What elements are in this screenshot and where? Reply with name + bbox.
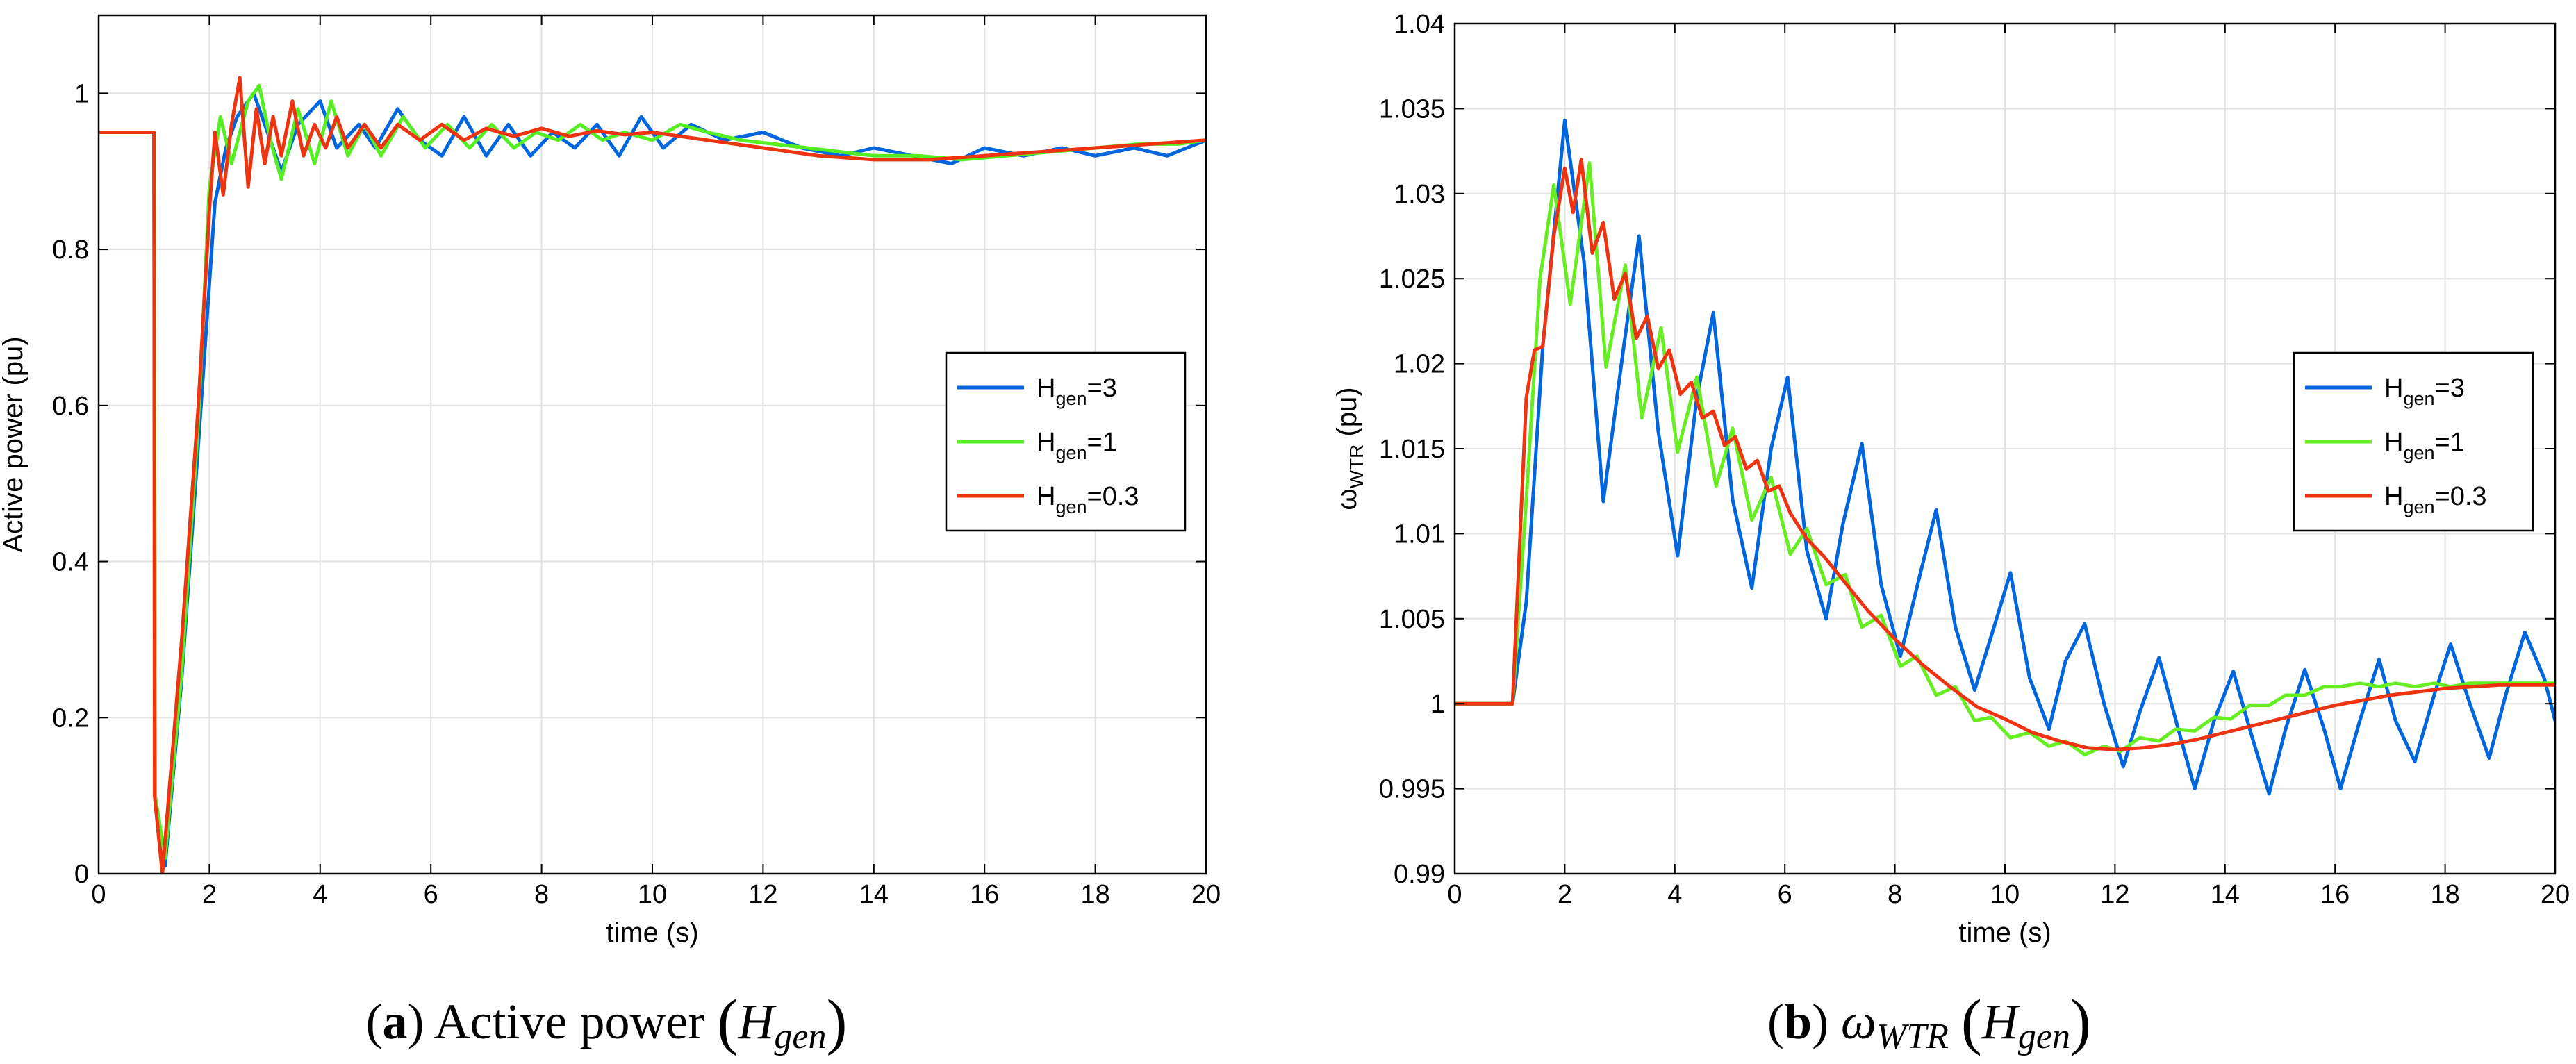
y-tick-label: 0.995 [1379, 775, 1445, 804]
x-tick-label: 2 [202, 880, 217, 909]
x-tick-label: 0 [91, 880, 106, 909]
caption-a-subscript: gen [774, 1017, 827, 1056]
series-line-2 [99, 83, 1206, 860]
y-tick-label: 1.01 [1394, 519, 1445, 549]
y-tick-label: 0 [74, 860, 89, 889]
y-tick-label: 1.005 [1379, 605, 1445, 634]
x-tick-label: 14 [859, 880, 889, 909]
grid [1455, 24, 2555, 874]
x-tick-label: 10 [638, 880, 667, 909]
x-tick-label: 6 [1778, 880, 1792, 909]
chart-panel-a: 0 2 4 6 8 10 12 14 16 18 20 0 0.2 0.4 0.6 0.8 1 time (s) A… [0, 14, 1221, 948]
y-tick-label: 1 [74, 79, 89, 108]
legend-label-1: Hgen=3 [2384, 374, 2465, 409]
x-tick-label: 20 [1191, 880, 1221, 909]
series-group [99, 76, 1206, 874]
series-line-2 [1455, 161, 2555, 757]
series-line-3 [1455, 158, 2555, 751]
y-tick-label: 0.6 [52, 392, 89, 421]
caption-b: (b) ωWTR (Hgen) [1767, 988, 2091, 1056]
caption-b-symbol-main: ω [1841, 994, 1876, 1049]
x-tick-label: 4 [1667, 880, 1682, 909]
y-tick-label: 1.02 [1394, 350, 1445, 379]
caption-a-symbol: H [738, 994, 775, 1049]
ticks: 0 2 4 6 8 10 12 14 16 18 20 0.99 0.995 1 1.005 1.01 1.01… [1379, 10, 2570, 909]
chart-panel-b: 0 2 4 6 8 10 12 14 16 18 20 0.99 0.995 1 1.005 1.01 1.01… [1332, 10, 2570, 948]
legend-label-2: Hgen=1 [1037, 428, 1117, 463]
y-tick-label: 0.2 [52, 704, 89, 733]
x-axis-label: time (s) [606, 917, 698, 948]
x-tick-label: 8 [534, 880, 549, 909]
caption-b-symbol: H [1981, 994, 2018, 1049]
legend: Hgen=3 Hgen=1 Hgen=0.3 [945, 351, 1187, 532]
series-group [1455, 119, 2555, 796]
x-tick-label: 8 [1888, 880, 1902, 909]
y-tick-label: 1 [1430, 690, 1445, 719]
x-tick-label: 16 [2320, 880, 2350, 909]
x-tick-label: 12 [2100, 880, 2129, 909]
y-tick-label: 1.035 [1379, 94, 1445, 124]
x-tick-label: 6 [424, 880, 438, 909]
y-tick-label: 0.99 [1394, 860, 1445, 889]
x-axis-label: time (s) [1958, 917, 2051, 948]
legend: Hgen=3 Hgen=1 Hgen=0.3 [2293, 351, 2534, 532]
x-tick-label: 20 [2541, 880, 2570, 909]
x-tick-label: 18 [2430, 880, 2459, 909]
y-tick-label: 1.015 [1379, 435, 1445, 464]
legend-label-3: Hgen=0.3 [2384, 482, 2487, 517]
caption-b-tag: b [1784, 994, 1813, 1049]
caption-a-text: Active power [434, 994, 705, 1049]
y-tick-label: 0.4 [52, 548, 89, 577]
series-line-1 [1455, 119, 2555, 796]
caption-a-tag: a [382, 994, 408, 1049]
x-tick-label: 4 [313, 880, 327, 909]
y-tick-label: 1.04 [1394, 10, 1445, 39]
legend-label-2: Hgen=1 [2384, 428, 2465, 463]
caption-b-main-sub: WTR [1876, 1017, 1949, 1056]
legend-label-1: Hgen=3 [1037, 374, 1117, 409]
legend-label-3: Hgen=0.3 [1037, 482, 1139, 517]
x-tick-label: 0 [1447, 880, 1462, 909]
y-tick-label: 0.8 [52, 235, 89, 265]
x-tick-label: 2 [1558, 880, 1572, 909]
x-tick-label: 18 [1080, 880, 1109, 909]
series-line-3 [99, 76, 1206, 874]
ticks: 0 2 4 6 8 10 12 14 16 18 20 0 0.2 0.4 0.6 0.8 1 [52, 15, 1221, 909]
x-tick-label: 14 [2211, 880, 2240, 909]
caption-b-subscript: gen [2017, 1017, 2070, 1056]
y-tick-label: 1.025 [1379, 265, 1445, 294]
y-axis-label: ωWTR (pu) [1332, 387, 1367, 510]
y-axis-label: Active power (pu) [0, 336, 28, 552]
x-tick-label: 10 [1990, 880, 2020, 909]
caption-a: (a) Active power (Hgen) [365, 988, 848, 1056]
y-tick-label: 1.03 [1394, 180, 1445, 209]
x-tick-label: 16 [970, 880, 999, 909]
x-tick-label: 12 [748, 880, 777, 909]
